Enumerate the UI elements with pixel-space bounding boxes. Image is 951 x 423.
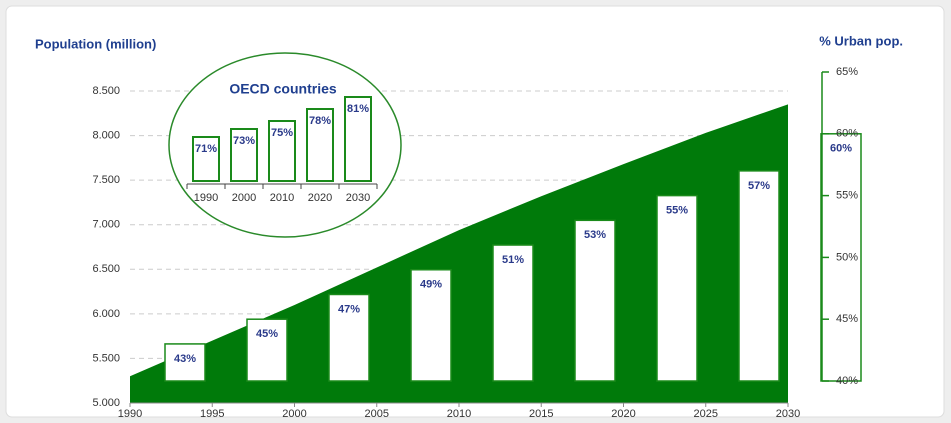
inset-bar-label: 71%: [195, 143, 217, 155]
y-axis-title: Population (million): [35, 36, 156, 51]
inset-bar: [268, 120, 296, 182]
y-tick-label: 7.500: [92, 174, 120, 186]
y-tick-label: 5.500: [92, 352, 120, 364]
x-tick-label: 1990: [118, 408, 142, 420]
inset-x-label: 2020: [308, 192, 332, 204]
inset-bar: [192, 136, 220, 182]
y-tick-label: 5.000: [92, 397, 120, 409]
inset-bar-label: 75%: [271, 127, 293, 139]
y-tick-label: 6.500: [92, 263, 120, 275]
x-tick-label: 1995: [200, 408, 224, 420]
x-tick-label: 2020: [611, 408, 635, 420]
x-tick-label: 2005: [365, 408, 389, 420]
bar-label: 51%: [502, 254, 524, 266]
bar-label: 60%: [830, 143, 852, 155]
urban-bar: [492, 244, 534, 382]
bar-label: 57%: [748, 180, 770, 192]
y2-tick-label: 40%: [836, 375, 858, 387]
y2-tick-label: 65%: [836, 66, 858, 78]
bar-label: 49%: [420, 279, 442, 291]
y2-tick-label: 60%: [836, 128, 858, 140]
inset-bar: [344, 96, 372, 182]
y-tick-label: 8.500: [92, 85, 120, 97]
y-tick-label: 7.000: [92, 219, 120, 231]
bar-label: 45%: [256, 328, 278, 340]
inset-x-label: 1990: [194, 192, 218, 204]
bar-label: 47%: [338, 303, 360, 315]
y-tick-label: 6.000: [92, 308, 120, 320]
y2-tick-label: 55%: [836, 190, 858, 202]
x-tick-label: 2015: [529, 408, 553, 420]
bar-label: 53%: [584, 229, 606, 241]
inset-x-label: 2000: [232, 192, 256, 204]
x-tick-label: 2025: [694, 408, 718, 420]
bar-label: 43%: [174, 353, 196, 365]
y2-axis-title: % Urban pop.: [819, 33, 903, 48]
urban-bar: [410, 269, 452, 382]
inset-chart: 71% 1990 73% 2000 75% 2010 78% 2020 81% 2030: [168, 52, 402, 238]
x-tick-label: 2010: [447, 408, 471, 420]
x-tick-label: 2030: [776, 408, 800, 420]
urban-bar: [246, 318, 288, 382]
y2-tick-label: 45%: [836, 313, 858, 325]
x-tick-label: 2000: [282, 408, 306, 420]
bar-label: 55%: [666, 205, 688, 217]
y2-tick-label: 50%: [836, 251, 858, 263]
y-tick-label: 8.000: [92, 129, 120, 141]
inset-bar-label: 81%: [347, 103, 369, 115]
urban-bar: [574, 219, 616, 382]
inset-bar: [306, 108, 334, 182]
urban-bar: [164, 343, 206, 382]
inset-x-label: 2030: [346, 192, 370, 204]
inset-title: OECD countries: [229, 81, 337, 97]
urban-bar: [738, 170, 780, 382]
inset-bar-label: 78%: [309, 115, 331, 127]
inset-bar-label: 73%: [233, 135, 255, 147]
population-area: [130, 104, 788, 403]
inset-bar: [230, 128, 258, 182]
urban-bar: [656, 194, 698, 382]
inset-x-label: 2010: [270, 192, 294, 204]
urban-bar: [328, 293, 370, 382]
